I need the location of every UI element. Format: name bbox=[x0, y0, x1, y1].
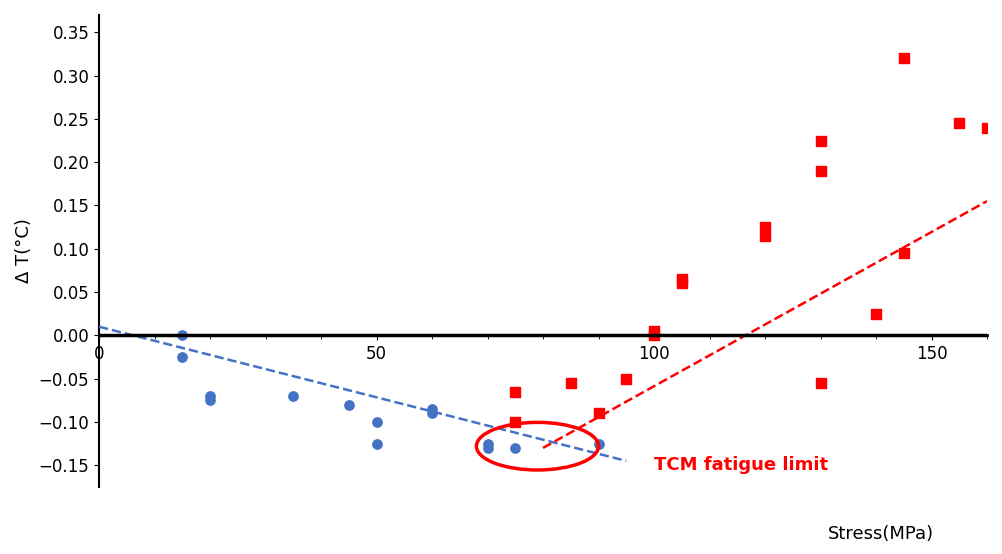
Point bbox=[951, 119, 967, 127]
Y-axis label: Δ T(°C): Δ T(°C) bbox=[15, 218, 33, 284]
Point bbox=[896, 54, 912, 63]
Point bbox=[813, 166, 829, 175]
Point bbox=[424, 404, 440, 413]
Point bbox=[174, 331, 190, 340]
Point bbox=[813, 136, 829, 145]
Point bbox=[563, 378, 579, 387]
Point bbox=[480, 439, 496, 448]
Point bbox=[480, 444, 496, 453]
Text: TCM fatigue limit: TCM fatigue limit bbox=[654, 455, 828, 474]
Point bbox=[202, 392, 218, 401]
Point bbox=[424, 409, 440, 418]
Point bbox=[757, 223, 773, 232]
Point bbox=[590, 409, 606, 418]
Point bbox=[369, 439, 385, 448]
Point bbox=[341, 400, 357, 409]
Point bbox=[646, 331, 662, 340]
Point bbox=[286, 392, 302, 401]
Point bbox=[813, 378, 829, 387]
Point bbox=[868, 309, 884, 318]
Point bbox=[369, 418, 385, 427]
Point bbox=[174, 352, 190, 361]
Point bbox=[979, 123, 995, 132]
Point bbox=[757, 232, 773, 240]
Point bbox=[202, 396, 218, 405]
Point bbox=[507, 444, 523, 453]
Point bbox=[896, 249, 912, 258]
Point bbox=[618, 374, 634, 383]
Point bbox=[646, 327, 662, 336]
Point bbox=[673, 275, 689, 284]
Point bbox=[507, 387, 523, 396]
Point bbox=[507, 418, 523, 427]
Point bbox=[590, 439, 606, 448]
Point bbox=[673, 279, 689, 288]
X-axis label: Stress(MPa): Stress(MPa) bbox=[828, 525, 934, 542]
